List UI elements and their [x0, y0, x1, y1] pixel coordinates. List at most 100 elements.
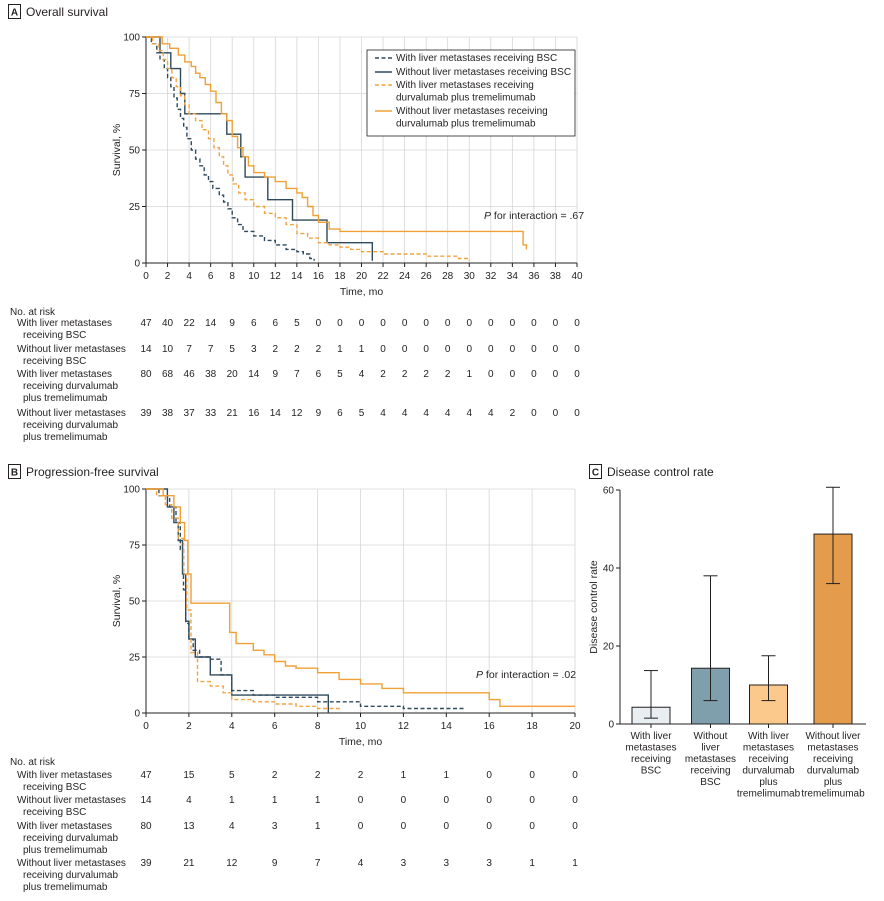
risk-count: 0 — [423, 318, 429, 329]
risk-count: 0 — [358, 795, 364, 806]
x-tick-label: 12 — [398, 721, 410, 732]
x-tick-label: 2 — [165, 271, 171, 282]
risk-count: 47 — [140, 770, 152, 781]
category-label: tremelimumab — [801, 789, 865, 800]
risk-count: 2 — [315, 770, 321, 781]
risk-count: 3 — [444, 858, 450, 869]
risk-group-label: receiving durvalumab — [23, 381, 118, 392]
y-axis-title: Survival, % — [111, 575, 123, 628]
risk-count: 0 — [574, 408, 580, 419]
risk-group-label: Without liver metastases — [17, 858, 126, 869]
risk-count: 5 — [337, 369, 343, 380]
risk-count: 2 — [510, 408, 516, 419]
p-value-annotation: P for interaction = .67 — [484, 210, 584, 222]
y-tick-label: 100 — [123, 485, 140, 496]
x-tick-label: 18 — [334, 271, 346, 282]
x-tick-label: 40 — [571, 271, 583, 282]
risk-count: 37 — [184, 408, 196, 419]
x-tick-label: 4 — [186, 271, 192, 282]
risk-count: 2 — [273, 344, 279, 355]
panel-c-letter: C — [592, 468, 599, 479]
category-label: metastases — [743, 743, 794, 754]
category-label: receiving — [813, 754, 853, 765]
category-label: Without liver — [805, 731, 861, 742]
risk-count: 1 — [466, 369, 472, 380]
y-axis-title: Survival, % — [111, 124, 123, 177]
x-tick-label: 26 — [421, 271, 433, 282]
risk-count: 0 — [510, 318, 516, 329]
risk-count: 0 — [380, 344, 386, 355]
category-label: plus — [824, 777, 842, 788]
x-tick-label: 36 — [528, 271, 540, 282]
x-tick-label: 38 — [550, 271, 562, 282]
risk-count: 4 — [186, 795, 192, 806]
risk-count: 4 — [229, 821, 235, 832]
risk-count: 0 — [466, 318, 472, 329]
risk-count: 0 — [359, 318, 365, 329]
y-tick-label: 25 — [129, 202, 141, 213]
risk-count: 9 — [272, 858, 278, 869]
risk-count: 12 — [226, 858, 238, 869]
risk-count: 0 — [380, 318, 386, 329]
x-tick-label: 32 — [485, 271, 497, 282]
risk-count: 80 — [140, 821, 152, 832]
x-tick-label: 0 — [143, 721, 149, 732]
risk-group-label: With liver metastases — [17, 821, 112, 832]
risk-count: 1 — [444, 770, 450, 781]
risk-group-label: With liver metastases — [17, 318, 112, 329]
risk-count: 47 — [140, 318, 152, 329]
risk-count: 33 — [205, 408, 217, 419]
panel-c-letter-box — [589, 464, 602, 479]
panel-b-letter: B — [11, 468, 18, 479]
risk-count: 5 — [229, 770, 235, 781]
risk-count: 5 — [294, 318, 300, 329]
y-tick-label: 20 — [603, 642, 615, 653]
risk-count: 3 — [272, 821, 278, 832]
x-tick-label: 6 — [208, 271, 214, 282]
series-line-dt-without — [146, 488, 575, 707]
legend-box — [366, 49, 576, 137]
risk-group-label: plus tremelimumab — [23, 393, 108, 404]
legend-label: durvalumab plus tremelimumab — [396, 93, 536, 104]
risk-count: 4 — [402, 408, 408, 419]
panel-a-letter-box — [8, 4, 21, 19]
x-tick-label: 0 — [143, 271, 149, 282]
x-tick-label: 20 — [356, 271, 368, 282]
risk-count: 2 — [316, 344, 322, 355]
risk-count: 9 — [273, 369, 279, 380]
risk-count: 0 — [531, 318, 537, 329]
risk-count: 2 — [272, 770, 278, 781]
y-tick-label: 50 — [129, 597, 141, 608]
risk-count: 38 — [162, 408, 174, 419]
risk-count: 4 — [358, 858, 364, 869]
risk-group-label: receiving BSC — [23, 782, 86, 793]
risk-count: 1 — [359, 344, 365, 355]
risk-count: 12 — [291, 408, 303, 419]
risk-count: 13 — [183, 821, 195, 832]
risk-group-label: plus tremelimumab — [23, 882, 108, 893]
legend-label: durvalumab plus tremelimumab — [396, 119, 536, 130]
series-line-dt-without — [146, 36, 528, 250]
risk-count: 4 — [466, 408, 472, 419]
x-tick-label: 6 — [272, 721, 278, 732]
category-label: BSC — [700, 777, 721, 788]
risk-count: 3 — [486, 858, 492, 869]
x-tick-label: 28 — [442, 271, 454, 282]
risk-count: 1 — [315, 795, 321, 806]
x-tick-label: 12 — [270, 271, 282, 282]
x-tick-label: 34 — [507, 271, 519, 282]
risk-count: 21 — [227, 408, 239, 419]
series-line-bsc-without — [146, 488, 329, 713]
y-tick-label: 25 — [129, 653, 141, 664]
risk-group-label: Without liver metastases — [17, 344, 126, 355]
y-tick-label: 0 — [134, 709, 140, 720]
y-tick-label: 0 — [134, 259, 140, 270]
risk-count: 14 — [205, 318, 217, 329]
x-tick-label: 14 — [441, 721, 453, 732]
risk-group-label: receiving BSC — [23, 807, 86, 818]
risk-group-label: With liver metastases — [17, 369, 112, 380]
x-tick-label: 22 — [377, 271, 389, 282]
risk-count: 14 — [270, 408, 282, 419]
category-label: liver — [701, 743, 720, 754]
